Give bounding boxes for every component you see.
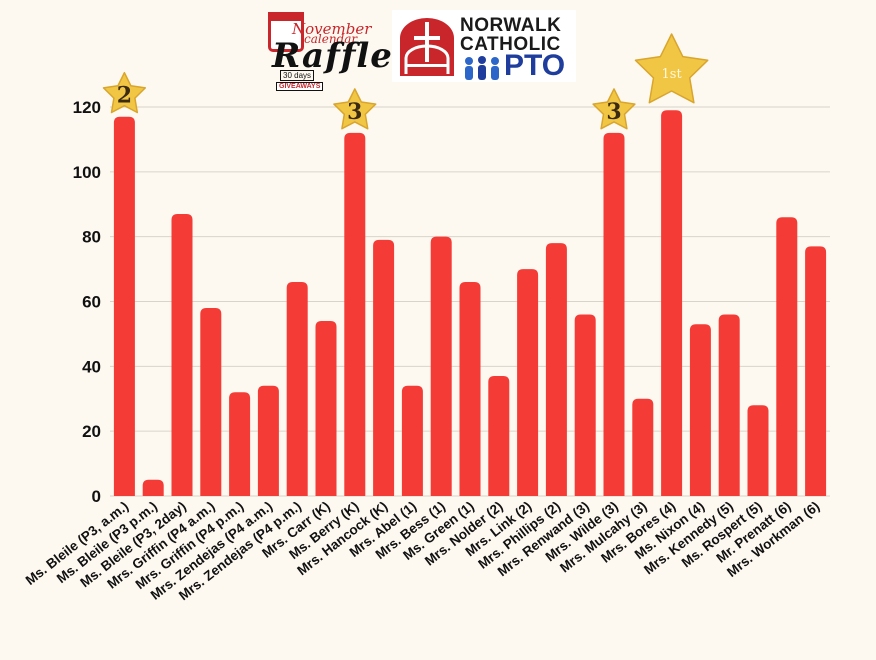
y-tick-label: 20 [82, 422, 101, 441]
bar [517, 269, 539, 496]
bar [401, 385, 423, 496]
star-badge-label: 2 [117, 83, 132, 109]
y-tick-label: 40 [82, 357, 101, 376]
bar [200, 307, 222, 496]
bar [113, 116, 135, 496]
raffle-logo-calendar: calendar [304, 32, 358, 46]
bar [776, 217, 798, 496]
people-icon [465, 56, 499, 80]
star-badge-icon [592, 88, 636, 130]
bar [689, 324, 711, 496]
y-tick-label: 120 [73, 98, 101, 117]
bar [718, 314, 740, 496]
bar [142, 479, 164, 496]
raffle-logo-days: 30 days [280, 70, 315, 81]
bar [286, 282, 308, 496]
church-emblem-icon [400, 18, 454, 76]
bar [229, 392, 251, 496]
bar [545, 243, 567, 496]
bar [603, 132, 625, 496]
bar [373, 239, 395, 497]
star-badge-label: 3 [347, 99, 362, 125]
raffle-logo-title: Raffle [272, 36, 393, 76]
bar [661, 110, 683, 496]
raffle-logo-month: November [292, 20, 372, 38]
star-badge-label: 1st [662, 67, 683, 82]
y-tick-label: 0 [92, 487, 101, 506]
raffle-logo-giveaways: GIVEAWAYS [276, 82, 324, 91]
bar [459, 282, 481, 496]
y-tick-label: 100 [73, 163, 101, 182]
y-tick-label: 60 [82, 293, 101, 312]
pto-logo-norwalk: NORWALK [460, 15, 562, 36]
bar [488, 376, 510, 496]
bar [747, 405, 769, 496]
bar [632, 398, 654, 496]
bar [805, 246, 827, 496]
bar [171, 213, 193, 496]
bar [574, 314, 596, 496]
calendar-icon [268, 12, 304, 52]
bar [344, 132, 366, 496]
pto-logo-catholic: CATHOLIC [460, 34, 561, 55]
star-badge-icon [634, 33, 709, 104]
star-badge-label: 3 [606, 99, 621, 125]
pto-logo: NORWALK CATHOLIC PTO [392, 10, 576, 82]
pto-logo-pto: PTO [504, 49, 566, 82]
star-badge-icon [333, 88, 377, 130]
bar [257, 385, 279, 496]
star-badge-icon [102, 71, 147, 114]
bar [315, 320, 337, 496]
bar [430, 236, 452, 496]
y-tick-label: 80 [82, 228, 101, 247]
raffle-logo: November calendar Raffle 30 days GIVEAWA… [262, 6, 392, 94]
